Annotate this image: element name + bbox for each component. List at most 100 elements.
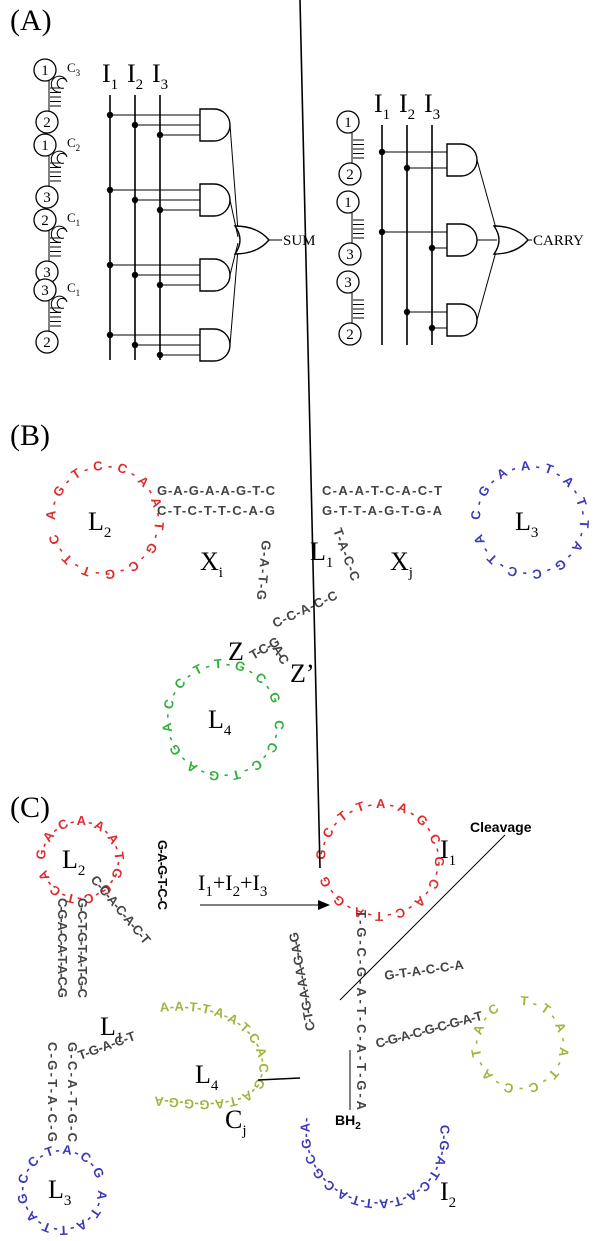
bar [300, 0, 320, 868]
label-main: I [399, 89, 408, 118]
arrow-head [318, 900, 330, 910]
gate-output [477, 248, 497, 320]
stem: C-C-A-C-A-C-T [88, 872, 154, 947]
input-label: I3 [152, 59, 168, 93]
junction [107, 112, 113, 118]
strand-number: 3 [43, 190, 51, 206]
strand-number: 1 [41, 138, 49, 154]
cap-label: C3 [67, 60, 81, 78]
label-sub: 2 [408, 107, 416, 123]
label-main: C [67, 135, 76, 150]
cap-loop [51, 226, 67, 242]
figure: (A) I1I2I312C313C223C132C1SUM I1I2I31213… [0, 0, 594, 1241]
label-sub: 1 [76, 218, 81, 228]
cleavage-label: Cleavage [470, 819, 532, 835]
junction [157, 282, 163, 288]
label-sub: 2 [76, 143, 81, 153]
strand-number: 2 [43, 115, 51, 131]
cap-loop [51, 76, 67, 92]
label-main: C [67, 280, 76, 295]
and-gate [200, 184, 230, 216]
cap-label: C2 [67, 135, 80, 153]
panel-label: (B) [10, 419, 50, 452]
junction [429, 245, 435, 251]
stem: G-T-A-C-C-A [383, 957, 465, 983]
output-label: SUM [283, 233, 316, 249]
stem: C-G-A-C-G-C-G-A-T [374, 1008, 484, 1051]
label-main: C [67, 210, 76, 225]
input-label: I2 [399, 89, 415, 123]
or-gate [235, 226, 269, 254]
and-gate [200, 329, 230, 361]
junction [157, 132, 163, 138]
loop-sequence: A-A-T-T-A-A-T-C-A-C-G-A-T-A-G-G-G-A [153, 999, 271, 1113]
cap-label: C1 [67, 210, 80, 228]
strand-number: 2 [43, 335, 51, 351]
stem: G-C-A-T-G-C [65, 1042, 80, 1143]
stem: C-T-G-A-A-A-G-A-G [286, 931, 318, 1032]
panel-label: (A) [10, 4, 52, 37]
label-main: I [424, 89, 433, 118]
strand-number: 2 [41, 213, 49, 229]
and-gate [200, 259, 230, 291]
loop-label: L2 [88, 507, 111, 541]
gate-output [230, 125, 238, 231]
stem: C-G-T-A-C-G [45, 1042, 60, 1142]
strand-number: 3 [344, 275, 352, 291]
strand-number: 1 [344, 195, 352, 211]
junction [132, 342, 138, 348]
junction [379, 229, 385, 235]
input-label: I1 [374, 89, 390, 123]
junction [429, 325, 435, 331]
output-label: CARRY [533, 233, 584, 249]
stem: G-C-T-G-T-A-T-G-C [75, 898, 90, 999]
label-sub: 3 [433, 107, 441, 123]
cap-loop [51, 151, 67, 167]
stem: C-T-C-T-T-C-A-G [157, 503, 275, 518]
junction [107, 262, 113, 268]
junction [157, 207, 163, 213]
label-main: I [152, 59, 161, 88]
label-sub: 3 [161, 77, 169, 93]
loop-sequence: G-C-T-T-A-A-G-C-G-C-A-C-T-A-G-G [313, 796, 447, 924]
junction [132, 272, 138, 278]
cap-loop [51, 296, 67, 312]
loop-sequence: T-T-A-A-T-C-C-A-T-A-C [468, 993, 572, 1097]
region-label: Xj [390, 547, 413, 581]
label-main: I [374, 89, 383, 118]
strand-number: 3 [346, 247, 354, 263]
region-label: Xi [200, 547, 223, 581]
loop-label: Cj [225, 1105, 247, 1139]
junction [157, 352, 163, 358]
junction [404, 309, 410, 315]
stem: T-G-C-G-A-T-C-A-T-G-A [354, 910, 369, 1111]
cap-label: C1 [67, 280, 80, 298]
carry-circuit: I1I2I3121332CARRY [337, 89, 584, 345]
strand-number: 3 [41, 283, 49, 299]
input-label: I3 [424, 89, 440, 123]
loop-label: L4 [195, 1060, 219, 1094]
label-sub: 1 [383, 107, 391, 123]
region-label: Z [228, 637, 244, 666]
strand-number: 2 [346, 327, 354, 343]
junction [404, 165, 410, 171]
loop-sequence: C-G-A-T-C-A-T-A-T-T-A-C-G-C-G-A-T [0, 0, 453, 1212]
junction [379, 149, 385, 155]
junction [132, 197, 138, 203]
label-main: C [67, 60, 76, 75]
input-label: I2 [127, 59, 143, 93]
label-main: I [127, 59, 136, 88]
bh-label: BH2 [335, 1112, 361, 1132]
loop-label: L2 [62, 845, 85, 879]
stem: G-A-G-T-C-C [155, 840, 170, 911]
loop-label: I1 [440, 835, 456, 869]
stem: C-G-A-C-A-T-A-C-G [55, 898, 70, 998]
region-label: Z’ [290, 659, 315, 688]
junction [132, 122, 138, 128]
and-gate [447, 224, 477, 256]
panel-label: (C) [10, 791, 50, 824]
junction [107, 187, 113, 193]
strand-number: 2 [346, 167, 354, 183]
or-gate [494, 226, 528, 254]
